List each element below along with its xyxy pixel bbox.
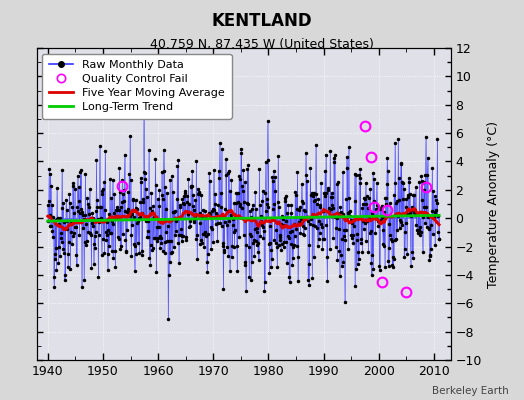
Text: Berkeley Earth: Berkeley Earth: [432, 386, 508, 396]
Y-axis label: Temperature Anomaly (°C): Temperature Anomaly (°C): [487, 120, 500, 288]
Legend: Raw Monthly Data, Quality Control Fail, Five Year Moving Average, Long-Term Tren: Raw Monthly Data, Quality Control Fail, …: [42, 54, 232, 118]
Text: 40.759 N, 87.435 W (United States): 40.759 N, 87.435 W (United States): [150, 38, 374, 51]
Text: KENTLAND: KENTLAND: [212, 12, 312, 30]
